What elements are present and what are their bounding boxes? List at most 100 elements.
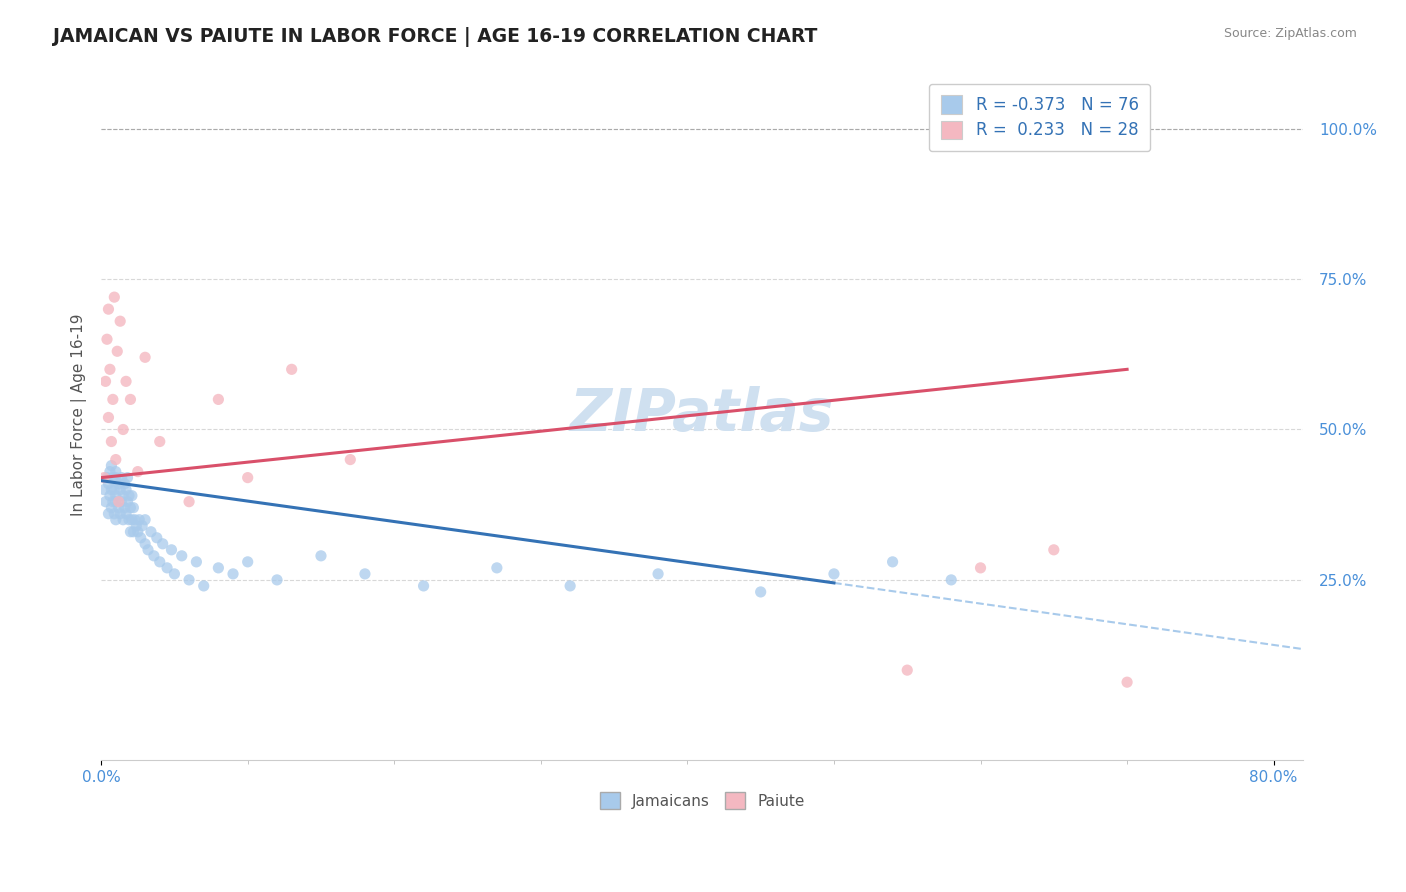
- Point: [134, 513, 156, 527]
- Point: [129, 531, 152, 545]
- Point: [309, 549, 332, 563]
- Point: [485, 561, 508, 575]
- Point: [115, 375, 138, 389]
- Point: [1116, 675, 1139, 690]
- Point: [118, 513, 141, 527]
- Point: [122, 500, 145, 515]
- Point: [160, 542, 183, 557]
- Point: [236, 555, 259, 569]
- Point: [177, 573, 200, 587]
- Point: [125, 518, 148, 533]
- Point: [104, 470, 127, 484]
- Point: [103, 507, 125, 521]
- Point: [117, 494, 139, 508]
- Point: [108, 507, 131, 521]
- Point: [94, 494, 117, 508]
- Point: [108, 314, 131, 328]
- Point: [941, 573, 963, 587]
- Point: [107, 500, 129, 515]
- Point: [121, 513, 143, 527]
- Point: [207, 561, 229, 575]
- Point: [222, 566, 245, 581]
- Point: [647, 566, 669, 581]
- Y-axis label: In Labor Force | Age 16-19: In Labor Force | Age 16-19: [72, 313, 87, 516]
- Point: [127, 465, 149, 479]
- Point: [103, 290, 125, 304]
- Point: [193, 579, 215, 593]
- Point: [152, 537, 174, 551]
- Point: [124, 513, 146, 527]
- Point: [98, 362, 121, 376]
- Text: ZIPatlas: ZIPatlas: [569, 386, 834, 443]
- Point: [104, 465, 127, 479]
- Point: [969, 561, 991, 575]
- Point: [117, 470, 139, 484]
- Point: [104, 494, 127, 508]
- Point: [108, 483, 131, 497]
- Point: [114, 476, 136, 491]
- Point: [111, 470, 134, 484]
- Point: [111, 494, 134, 508]
- Point: [142, 549, 165, 563]
- Point: [100, 500, 122, 515]
- Point: [207, 392, 229, 407]
- Text: JAMAICAN VS PAIUTE IN LABOR FORCE | AGE 16-19 CORRELATION CHART: JAMAICAN VS PAIUTE IN LABOR FORCE | AGE …: [53, 27, 818, 46]
- Point: [105, 344, 128, 359]
- Point: [131, 518, 153, 533]
- Point: [146, 531, 169, 545]
- Point: [101, 494, 124, 508]
- Point: [149, 434, 172, 449]
- Point: [114, 500, 136, 515]
- Point: [118, 489, 141, 503]
- Point: [93, 470, 115, 484]
- Point: [134, 537, 156, 551]
- Point: [134, 351, 156, 365]
- Point: [107, 476, 129, 491]
- Point: [128, 513, 150, 527]
- Point: [177, 494, 200, 508]
- Point: [354, 566, 377, 581]
- Point: [139, 524, 162, 539]
- Point: [97, 507, 120, 521]
- Point: [103, 483, 125, 497]
- Point: [136, 542, 159, 557]
- Point: [163, 566, 186, 581]
- Point: [115, 483, 138, 497]
- Point: [101, 392, 124, 407]
- Point: [107, 494, 129, 508]
- Point: [149, 555, 172, 569]
- Point: [339, 452, 361, 467]
- Point: [96, 332, 118, 346]
- Point: [127, 524, 149, 539]
- Text: Source: ZipAtlas.com: Source: ZipAtlas.com: [1223, 27, 1357, 40]
- Point: [100, 483, 122, 497]
- Point: [94, 375, 117, 389]
- Point: [112, 489, 135, 503]
- Point: [122, 524, 145, 539]
- Point: [896, 663, 918, 677]
- Point: [104, 513, 127, 527]
- Point: [266, 573, 288, 587]
- Point: [112, 513, 135, 527]
- Point: [882, 555, 904, 569]
- Point: [104, 452, 127, 467]
- Point: [115, 507, 138, 521]
- Point: [236, 470, 259, 484]
- Point: [749, 585, 772, 599]
- Point: [93, 483, 115, 497]
- Point: [97, 410, 120, 425]
- Point: [823, 566, 845, 581]
- Point: [100, 434, 122, 449]
- Point: [98, 489, 121, 503]
- Point: [97, 476, 120, 491]
- Point: [156, 561, 179, 575]
- Point: [412, 579, 434, 593]
- Point: [560, 579, 582, 593]
- Point: [186, 555, 208, 569]
- Point: [100, 458, 122, 473]
- Point: [104, 489, 127, 503]
- Point: [101, 470, 124, 484]
- Point: [112, 422, 135, 436]
- Point: [97, 302, 120, 317]
- Point: [96, 470, 118, 484]
